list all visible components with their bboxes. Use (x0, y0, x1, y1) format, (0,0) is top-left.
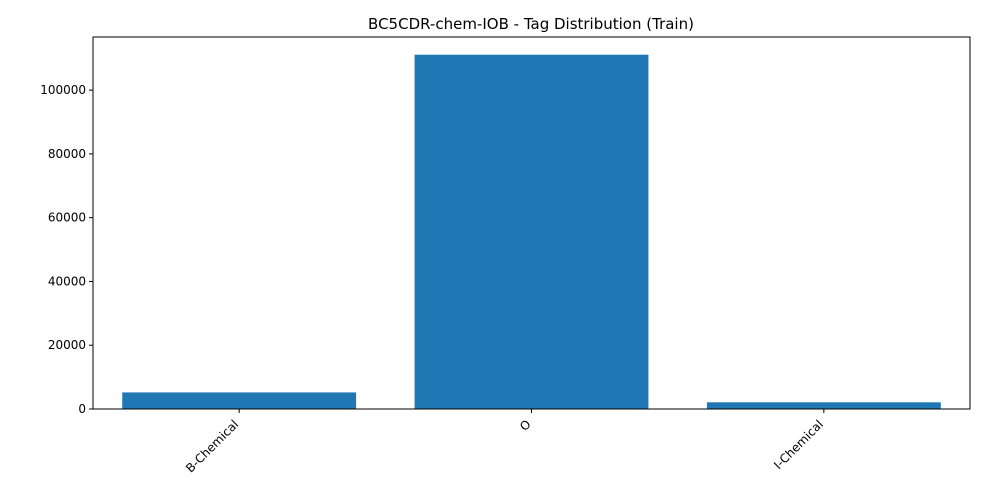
y-tick-label: 100000 (40, 83, 86, 97)
plot-frame (92, 36, 971, 410)
bar-o (414, 54, 649, 409)
y-axis: 0 20000 40000 60000 80000 100000 (40, 83, 93, 416)
bar-b-chemical (122, 392, 357, 409)
chart-title: BC5CDR-chem-IOB - Tag Distribution (Trai… (368, 15, 694, 33)
y-tick-label: 20000 (48, 338, 86, 352)
y-tick-label: 40000 (48, 274, 86, 288)
y-tick-label: 80000 (48, 147, 86, 161)
bars-group (122, 54, 941, 409)
y-tick-label: 0 (78, 402, 86, 416)
bar-i-chemical (706, 402, 941, 409)
y-tick-label: 60000 (48, 211, 86, 225)
